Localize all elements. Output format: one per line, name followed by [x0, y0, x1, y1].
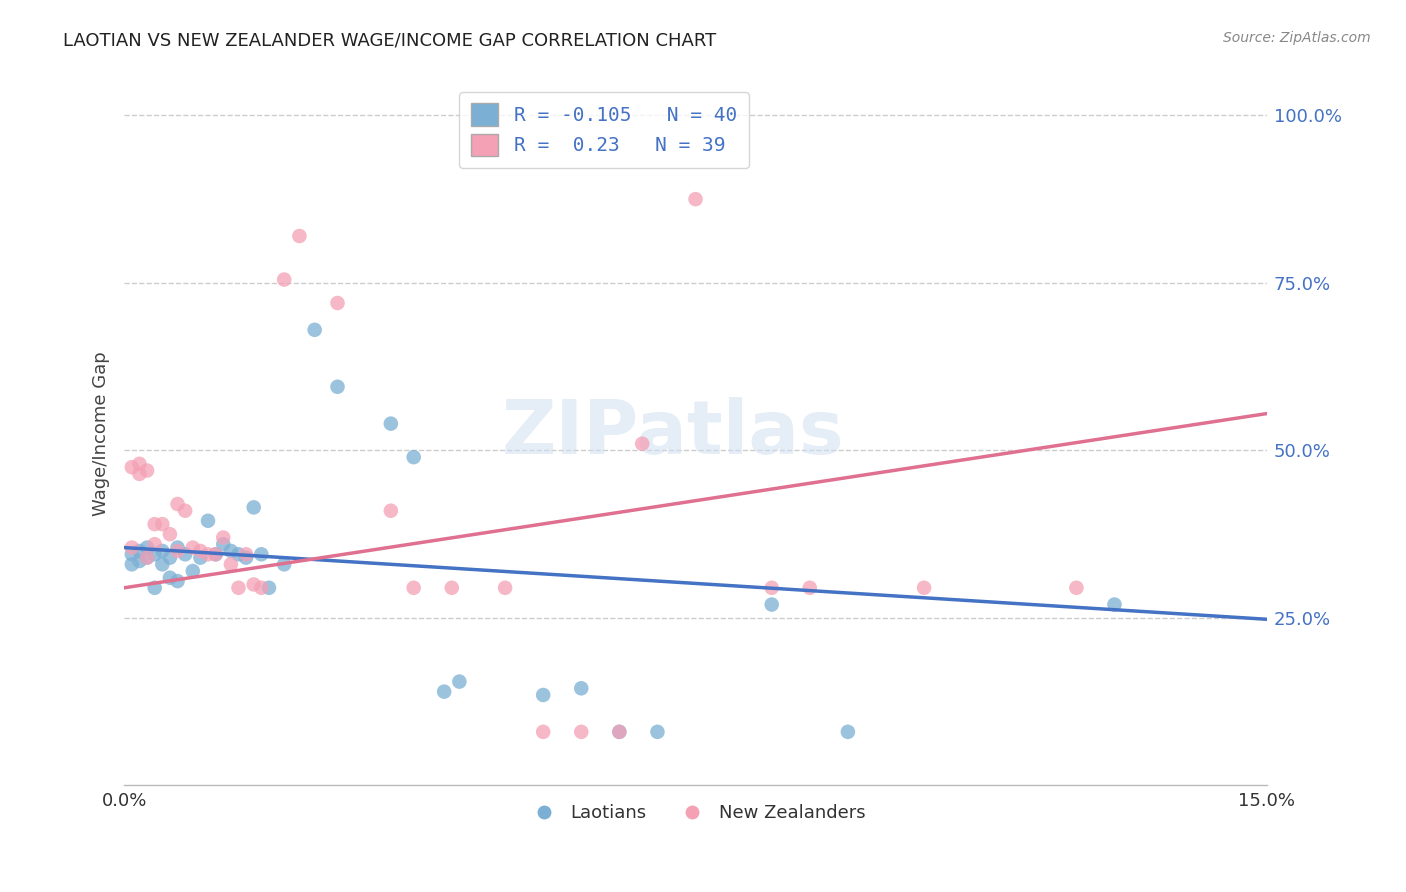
Point	[531, 688, 554, 702]
Point	[181, 564, 204, 578]
Point	[531, 724, 554, 739]
Point	[1066, 581, 1088, 595]
Point	[159, 527, 181, 541]
Point	[449, 674, 471, 689]
Point	[204, 547, 226, 561]
Point	[402, 450, 425, 464]
Point	[219, 558, 242, 572]
Point	[228, 581, 250, 595]
Point	[837, 724, 859, 739]
Point	[212, 531, 235, 545]
Point	[433, 684, 456, 698]
Text: Source: ZipAtlas.com: Source: ZipAtlas.com	[1223, 31, 1371, 45]
Point	[136, 541, 159, 555]
Text: ZIPatlas: ZIPatlas	[502, 397, 844, 470]
Point	[326, 380, 349, 394]
Point	[440, 581, 463, 595]
Point	[143, 517, 166, 532]
Point	[143, 537, 166, 551]
Point	[1104, 598, 1126, 612]
Point	[181, 541, 204, 555]
Point	[190, 544, 212, 558]
Point	[128, 554, 150, 568]
Point	[250, 547, 273, 561]
Point	[212, 537, 235, 551]
Point	[761, 581, 783, 595]
Point	[128, 544, 150, 558]
Point	[569, 724, 592, 739]
Point	[136, 550, 159, 565]
Point	[143, 581, 166, 595]
Point	[235, 547, 257, 561]
Point	[228, 547, 250, 561]
Text: LAOTIAN VS NEW ZEALANDER WAGE/INCOME GAP CORRELATION CHART: LAOTIAN VS NEW ZEALANDER WAGE/INCOME GAP…	[63, 31, 717, 49]
Point	[150, 544, 173, 558]
Point	[402, 581, 425, 595]
Point	[121, 460, 143, 475]
Point	[304, 323, 326, 337]
Point	[174, 504, 197, 518]
Point	[159, 550, 181, 565]
Point	[235, 550, 257, 565]
Point	[128, 457, 150, 471]
Point	[273, 558, 295, 572]
Point	[273, 272, 295, 286]
Point	[609, 724, 631, 739]
Point	[121, 558, 143, 572]
Point	[143, 547, 166, 561]
Point	[631, 436, 654, 450]
Point	[380, 417, 402, 431]
Point	[174, 547, 197, 561]
Point	[166, 574, 188, 588]
Point	[197, 547, 219, 561]
Point	[799, 581, 821, 595]
Y-axis label: Wage/Income Gap: Wage/Income Gap	[93, 351, 110, 516]
Point	[647, 724, 669, 739]
Point	[609, 724, 631, 739]
Point	[242, 577, 264, 591]
Point	[204, 547, 226, 561]
Point	[136, 550, 159, 565]
Point	[288, 229, 311, 244]
Point	[257, 581, 280, 595]
Point	[159, 571, 181, 585]
Point	[197, 514, 219, 528]
Point	[166, 544, 188, 558]
Point	[128, 467, 150, 481]
Point	[166, 541, 188, 555]
Point	[569, 681, 592, 696]
Point	[121, 541, 143, 555]
Point	[326, 296, 349, 310]
Point	[380, 504, 402, 518]
Point	[121, 547, 143, 561]
Point	[166, 497, 188, 511]
Point	[494, 581, 516, 595]
Point	[150, 517, 173, 532]
Point	[685, 192, 707, 206]
Point	[150, 558, 173, 572]
Point	[190, 550, 212, 565]
Point	[242, 500, 264, 515]
Point	[219, 544, 242, 558]
Legend: Laotians, New Zealanders: Laotians, New Zealanders	[519, 797, 873, 830]
Point	[912, 581, 935, 595]
Point	[136, 464, 159, 478]
Point	[250, 581, 273, 595]
Point	[761, 598, 783, 612]
